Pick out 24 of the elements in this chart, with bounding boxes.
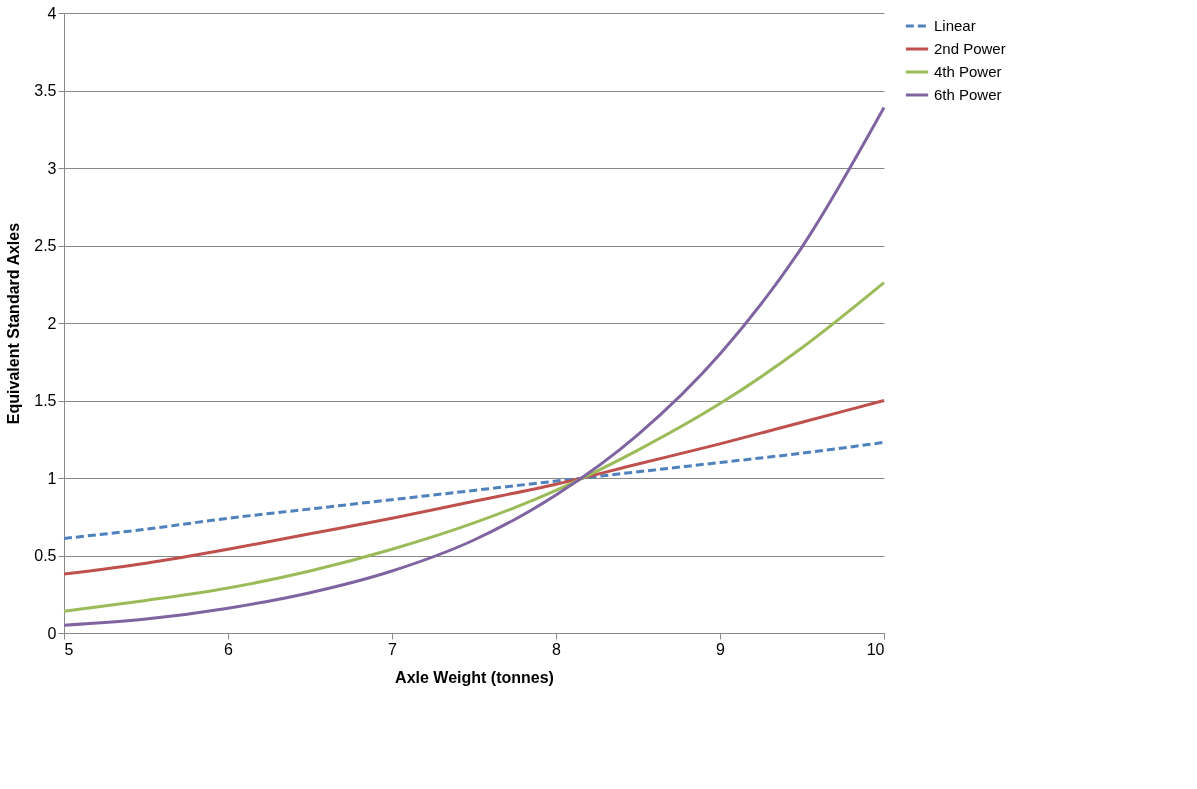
legend-label: 4th Power — [934, 63, 1002, 80]
y-axis-title: Equivalent Standard Axles — [5, 222, 23, 425]
y-tick-label: 0.5 — [34, 547, 57, 564]
y-tick-label: 2 — [47, 314, 57, 332]
x-tick-label: 9 — [716, 640, 726, 658]
x-tick-label: 6 — [224, 640, 234, 658]
y-tick-label: 4 — [47, 4, 57, 22]
y-tick-label: 3 — [47, 159, 57, 177]
x-axis-title: Axle Weight (tonnes) — [395, 668, 554, 686]
line-series — [62, 281, 886, 613]
y-tick-label: 0 — [47, 624, 57, 642]
legend-label: Linear — [934, 17, 976, 34]
legend-label: 6th Power — [934, 86, 1002, 103]
legend-label: 2nd Power — [934, 40, 1006, 57]
x-tick-label: 7 — [388, 640, 398, 658]
line-series — [62, 399, 886, 576]
x-tick-label: 10 — [866, 640, 885, 658]
y-tick-label: 1 — [47, 469, 57, 487]
x-tick-label: 5 — [64, 640, 74, 658]
y-tick-label: 3.5 — [34, 82, 57, 99]
y-tick-label: 1.5 — [34, 392, 57, 409]
y-tick-label: 2.5 — [34, 237, 57, 254]
x-tick-label: 8 — [552, 640, 562, 658]
line-series — [62, 106, 886, 627]
